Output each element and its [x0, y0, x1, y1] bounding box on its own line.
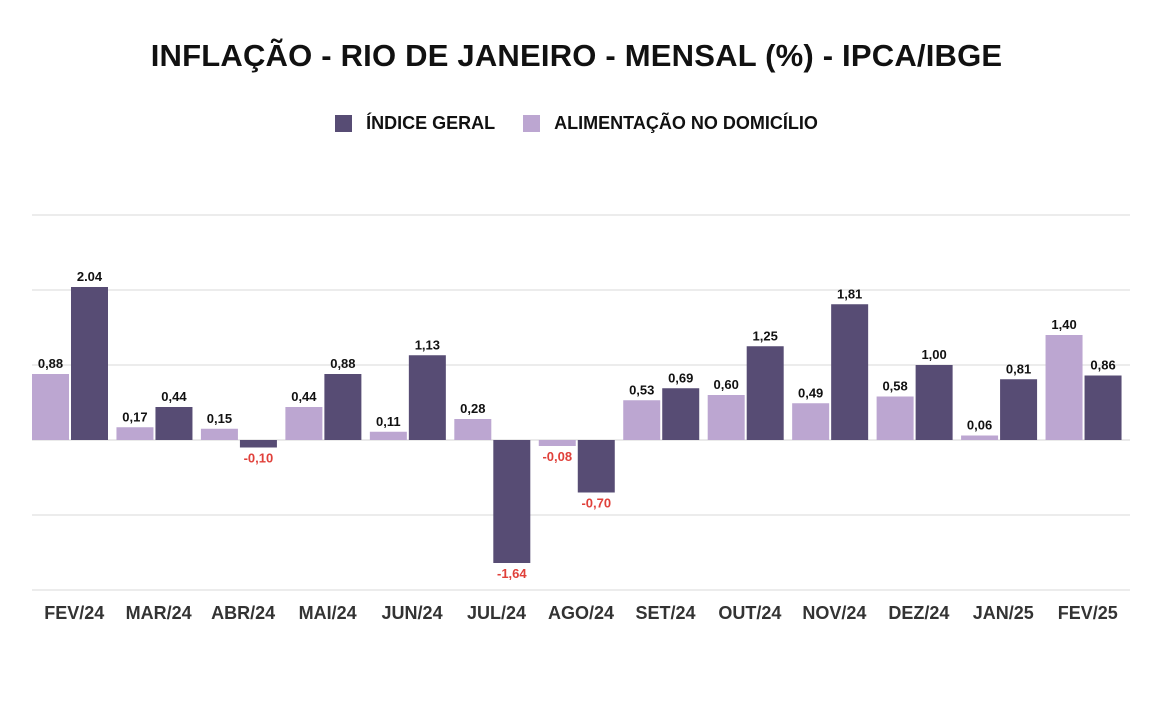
x-tick-label: JUL/24	[467, 603, 526, 623]
bar-alimentacao	[623, 400, 661, 440]
bar-alimentacao	[454, 419, 492, 440]
data-label-alimentacao: 0,17	[122, 409, 147, 424]
chart-legend: ÍNDICE GERAL ALIMENTAÇÃO NO DOMICÍLIO	[0, 113, 1153, 134]
data-label-alimentacao: 0,06	[967, 418, 992, 433]
bar-alimentacao	[707, 395, 745, 440]
bar-indice-geral	[71, 287, 108, 440]
data-label-indice-geral: -0,70	[581, 496, 611, 511]
bar-alimentacao	[1045, 335, 1083, 440]
data-label-indice-geral: 1,13	[415, 337, 440, 352]
data-label-alimentacao: 0,15	[207, 411, 232, 426]
x-tick-label: MAR/24	[126, 603, 192, 623]
data-label-indice-geral: 0,86	[1090, 358, 1115, 373]
data-label-indice-geral: -1,64	[497, 566, 527, 581]
data-label-alimentacao: 1,40	[1051, 317, 1076, 332]
data-label-indice-geral: 0,44	[161, 389, 187, 404]
data-label-indice-geral: 0,81	[1006, 361, 1031, 376]
x-tick-label: AGO/24	[548, 603, 614, 623]
data-label-alimentacao: 0,58	[882, 379, 907, 394]
x-tick-label: MAI/24	[299, 603, 357, 623]
bar-indice-geral	[662, 388, 700, 440]
data-label-indice-geral: 1,25	[753, 328, 778, 343]
legend-item-alimentacao: ALIMENTAÇÃO NO DOMICÍLIO	[523, 113, 818, 134]
bar-indice-geral	[408, 355, 446, 440]
data-label-indice-geral: -0,10	[244, 451, 274, 466]
legend-label-alimentacao: ALIMENTAÇÃO NO DOMICÍLIO	[554, 113, 818, 133]
bar-indice-geral	[324, 374, 362, 440]
x-tick-label: JUN/24	[382, 603, 443, 623]
bar-alimentacao	[116, 427, 154, 440]
bar-indice-geral	[577, 440, 615, 493]
bar-alimentacao	[200, 428, 238, 440]
data-label-alimentacao: 0,28	[460, 401, 485, 416]
data-label-alimentacao: 0,53	[629, 382, 654, 397]
bar-alimentacao	[32, 374, 69, 440]
data-label-alimentacao: 0,49	[798, 385, 823, 400]
x-tick-label: DEZ/24	[888, 603, 949, 623]
data-label-alimentacao: -0,08	[542, 449, 572, 464]
bar-indice-geral	[239, 440, 277, 448]
x-tick-label: FEV/25	[1058, 603, 1118, 623]
x-tick-label: ABR/24	[211, 603, 275, 623]
x-tick-label: NOV/24	[802, 603, 866, 623]
bar-indice-geral	[746, 346, 784, 440]
bar-alimentacao	[285, 407, 323, 440]
legend-swatch-indice-geral	[335, 115, 353, 132]
x-tick-label: JAN/25	[973, 603, 1034, 623]
data-label-indice-geral: 0,69	[668, 370, 693, 385]
bar-indice-geral	[831, 304, 869, 440]
bar-indice-geral	[1084, 375, 1122, 440]
data-label-alimentacao: 0,44	[291, 389, 317, 404]
bar-alimentacao	[876, 396, 914, 440]
bar-indice-geral	[155, 407, 193, 440]
legend-label-indice-geral: ÍNDICE GERAL	[366, 113, 496, 133]
data-label-alimentacao: 0,60	[714, 377, 739, 392]
data-label-indice-geral: 0,88	[330, 356, 355, 371]
data-label-indice-geral: 2.04	[77, 269, 103, 284]
x-tick-label: SET/24	[635, 603, 695, 623]
bar-indice-geral	[915, 365, 953, 440]
data-label-indice-geral: 1,00	[921, 347, 946, 362]
bar-indice-geral	[1000, 379, 1038, 440]
bar-indice-geral	[493, 440, 531, 563]
data-label-alimentacao: 0,11	[376, 414, 401, 429]
bar-alimentacao	[792, 403, 830, 440]
data-label-alimentacao: 0,88	[38, 356, 63, 371]
data-label-indice-geral: 1,81	[837, 286, 862, 301]
bar-alimentacao	[369, 431, 407, 440]
bar-alimentacao	[961, 435, 999, 440]
legend-swatch-alimentacao	[523, 115, 541, 132]
x-tick-label: OUT/24	[718, 603, 781, 623]
chart-title: INFLAÇÃO - RIO DE JANEIRO - MENSAL (%) -…	[150, 38, 1003, 73]
legend-item-indice-geral: ÍNDICE GERAL	[335, 113, 495, 134]
x-tick-label: FEV/24	[44, 603, 104, 623]
bar-alimentacao	[538, 440, 576, 446]
